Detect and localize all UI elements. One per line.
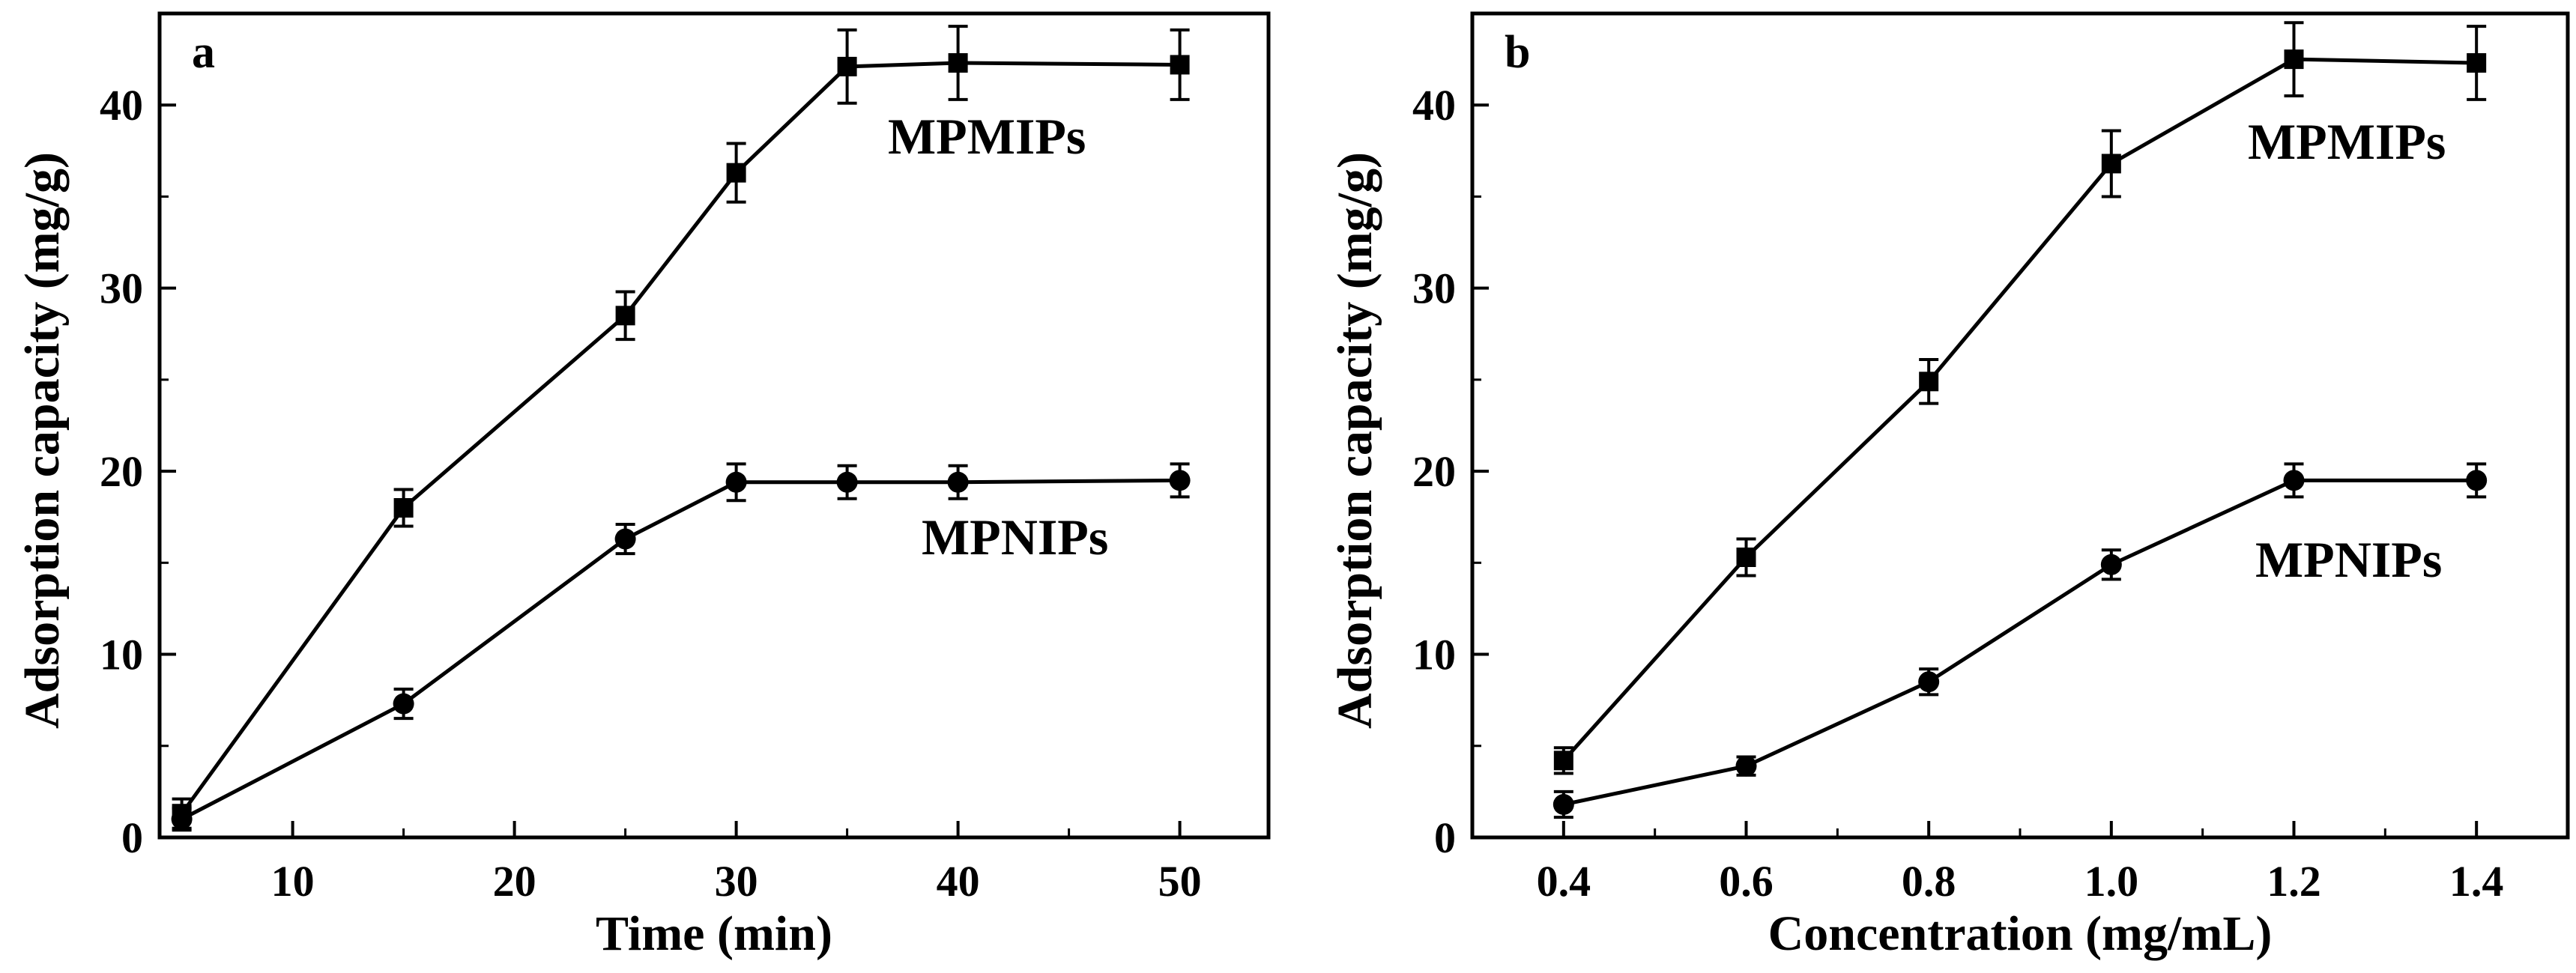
x-axis-title: Concentration (mg/mL): [1768, 906, 2273, 961]
y-tick-label: 0: [1434, 813, 1456, 862]
x-tick-label: 0.4: [1537, 857, 1591, 906]
data-point: [1918, 671, 1940, 693]
y-tick-label: 20: [1412, 447, 1456, 496]
data-point: [1169, 470, 1191, 491]
data-point: [1919, 372, 1939, 392]
series-line: [1563, 478, 2477, 807]
data-point: [2100, 554, 2122, 575]
x-axis-title: Time (min): [596, 906, 832, 961]
data-point: [837, 56, 857, 76]
y-tick-label: 0: [121, 813, 143, 862]
data-point: [2283, 470, 2305, 491]
data-point: [2467, 53, 2487, 73]
y-axis-title: Adsorption capacity (mg/g): [15, 152, 70, 729]
x-tick-label: 30: [715, 857, 758, 906]
series-label: MPNIPs: [2255, 531, 2442, 588]
data-point: [726, 163, 746, 183]
data-point: [614, 528, 636, 550]
data-point: [393, 498, 414, 518]
x-tick-label: 20: [493, 857, 536, 906]
panel-letter: a: [192, 27, 215, 78]
data-point: [2466, 470, 2488, 491]
y-tick-label: 10: [1412, 631, 1456, 679]
data-point: [393, 693, 414, 715]
y-tick-label: 10: [100, 631, 143, 679]
x-tick-label: 1.4: [2449, 857, 2504, 906]
chart-panel-b: 0.4 0.6 0.8 1.0 1.2 1.4 0 10 20 30 40 Concentration…: [1328, 11, 2570, 961]
data-point: [947, 471, 969, 493]
x-tick-label: 50: [1158, 857, 1202, 906]
data-point: [2101, 154, 2121, 174]
y-tick-label: 20: [100, 447, 143, 496]
data-point: [725, 471, 747, 493]
series-line: [1561, 57, 2477, 763]
data-point: [615, 306, 635, 326]
data-point: [836, 471, 858, 493]
data-point: [2284, 49, 2304, 70]
series-mpnips: MPNIPs: [171, 462, 1191, 832]
data-point: [1553, 751, 1573, 771]
series-mpmips: MPMIPs: [172, 25, 1190, 830]
data-point: [1735, 755, 1757, 777]
data-point: [1736, 548, 1756, 567]
x-tick-label: 0.8: [1902, 857, 1956, 906]
data-point: [948, 53, 968, 73]
x-tick-label: 1.2: [2267, 857, 2321, 906]
y-axis-title: Adsorption capacity (mg/g): [1328, 152, 1382, 729]
x-tick-label: 10: [271, 857, 315, 906]
x-tick-label: 1.0: [2084, 857, 2139, 906]
y-tick-label: 30: [100, 264, 143, 313]
chart-panel-a: 10 20 30 40 50 0 10 20 30 40 Time (min) Adsorption …: [15, 11, 1271, 961]
data-point: [1552, 794, 1574, 815]
series-line: [180, 61, 1180, 815]
y-tick-label: 40: [100, 81, 143, 130]
series-mpnips: MPNIPs: [1552, 462, 2488, 819]
plot-frame: [157, 11, 1271, 840]
y-tick-label: 40: [1412, 81, 1456, 130]
series-label: MPNIPs: [922, 509, 1108, 566]
series-label: MPMIPs: [2248, 113, 2446, 170]
x-tick-label: 40: [937, 857, 980, 906]
series-label: MPMIPs: [888, 108, 1086, 165]
panel-letter: b: [1505, 27, 1530, 78]
data-point: [171, 808, 193, 830]
x-tick-label: 0.6: [1719, 857, 1774, 906]
y-tick-label: 30: [1412, 264, 1456, 313]
series-mpmips: MPMIPs: [1553, 21, 2487, 775]
data-point: [1170, 55, 1190, 75]
